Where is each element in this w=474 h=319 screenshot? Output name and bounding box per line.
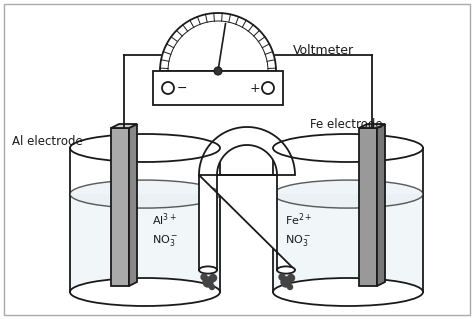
Polygon shape xyxy=(273,148,423,292)
Circle shape xyxy=(288,285,292,290)
Circle shape xyxy=(210,275,217,281)
Circle shape xyxy=(203,277,213,287)
Ellipse shape xyxy=(273,278,423,306)
Circle shape xyxy=(214,67,222,75)
Polygon shape xyxy=(377,124,385,286)
Ellipse shape xyxy=(199,266,217,274)
Text: Fe$^{2+}$: Fe$^{2+}$ xyxy=(285,212,312,228)
Ellipse shape xyxy=(277,266,295,274)
Circle shape xyxy=(262,82,274,94)
Text: NO$_3^-$: NO$_3^-$ xyxy=(152,233,178,248)
Text: −: − xyxy=(177,81,188,94)
Text: Voltmeter: Voltmeter xyxy=(293,44,354,57)
Text: +: + xyxy=(250,81,261,94)
Polygon shape xyxy=(70,148,220,292)
Ellipse shape xyxy=(273,180,423,208)
Circle shape xyxy=(201,274,207,280)
Circle shape xyxy=(288,275,294,281)
Circle shape xyxy=(279,274,285,280)
Polygon shape xyxy=(111,128,129,286)
Ellipse shape xyxy=(70,180,220,208)
Circle shape xyxy=(281,277,291,287)
Polygon shape xyxy=(199,127,295,270)
Polygon shape xyxy=(273,194,423,292)
Text: Al$^{3+}$: Al$^{3+}$ xyxy=(152,212,177,228)
Polygon shape xyxy=(70,194,220,292)
Ellipse shape xyxy=(70,278,220,306)
Text: Fe electrode: Fe electrode xyxy=(310,118,383,131)
Circle shape xyxy=(162,82,174,94)
Polygon shape xyxy=(160,13,276,71)
Text: NO$_3^-$: NO$_3^-$ xyxy=(285,233,311,248)
Polygon shape xyxy=(129,124,137,286)
Text: Al electrode: Al electrode xyxy=(12,135,83,148)
Circle shape xyxy=(210,285,215,290)
Polygon shape xyxy=(359,124,385,128)
Polygon shape xyxy=(111,124,137,128)
Polygon shape xyxy=(359,128,377,286)
FancyBboxPatch shape xyxy=(153,71,283,105)
